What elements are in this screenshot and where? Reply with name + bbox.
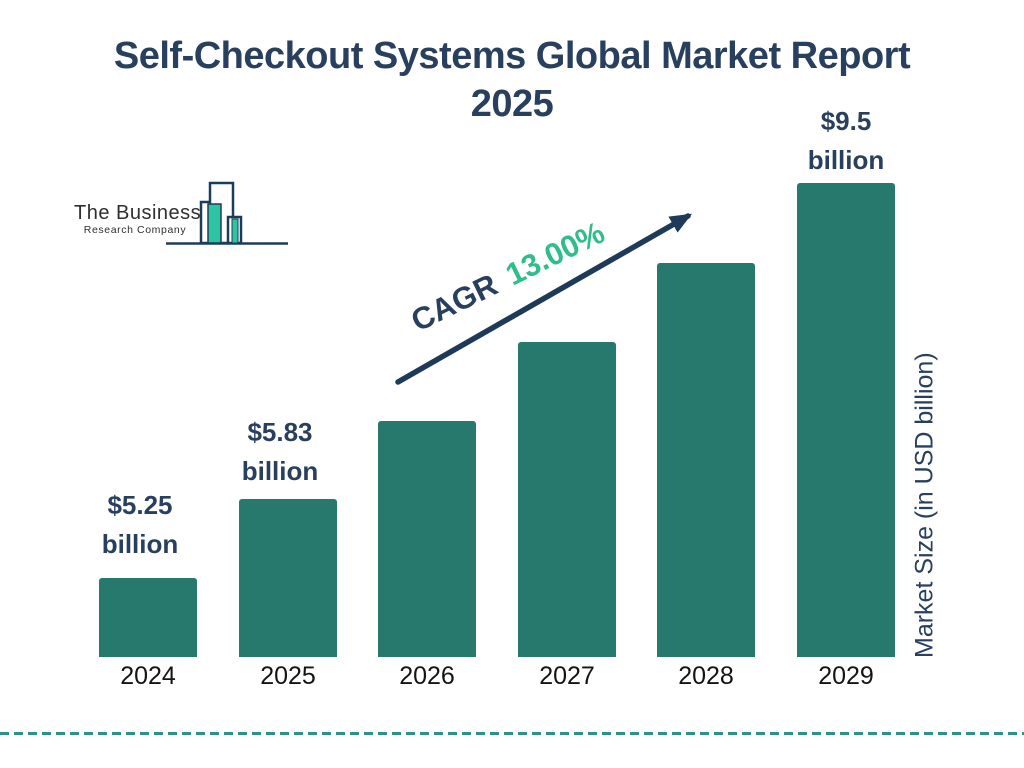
x-axis-label-2026: 2026 (399, 662, 455, 690)
value-label-2025: $5.83 billion (200, 413, 360, 491)
value-label-2029: $9.5 billion (766, 102, 926, 180)
page-title-line1: Self-Checkout Systems Global Market Repo… (113, 35, 911, 77)
bar-2024 (99, 578, 197, 657)
company-logo: The Business Research Company (74, 178, 294, 248)
bottom-dashed-separator (0, 732, 1024, 735)
company-subname: Research Company (83, 224, 187, 236)
value-amount: $5.83 (247, 417, 313, 447)
x-axis-label-2027: 2027 (539, 662, 595, 690)
company-logo-text: The Business Research Company (74, 202, 202, 236)
x-axis-label-2025: 2025 (260, 662, 316, 690)
y-axis-title: Market Size (in USD billion) (910, 352, 939, 658)
company-name: The Business (74, 202, 202, 224)
bar-2028 (657, 263, 755, 657)
x-axis-label-2028: 2028 (678, 662, 734, 690)
value-unit: billion (241, 456, 319, 486)
bar-2027 (518, 342, 616, 657)
growth-arrow-icon (395, 213, 693, 385)
value-amount: $5.25 (107, 490, 173, 520)
bar-2026 (378, 421, 476, 657)
page-title-line2: 2025 (470, 83, 554, 125)
page-title: Self-Checkout Systems Global Market Repo… (0, 32, 1024, 128)
value-unit: billion (807, 145, 885, 175)
value-unit: billion (101, 529, 179, 559)
x-axis-label-2029: 2029 (818, 662, 874, 690)
value-label-2024: $5.25 billion (60, 486, 220, 564)
bar-2029 (797, 183, 895, 657)
bar-chart-logo-icon (166, 181, 288, 245)
bar-2025 (239, 499, 337, 657)
value-amount: $9.5 (820, 106, 872, 136)
x-axis-label-2024: 2024 (120, 662, 176, 690)
